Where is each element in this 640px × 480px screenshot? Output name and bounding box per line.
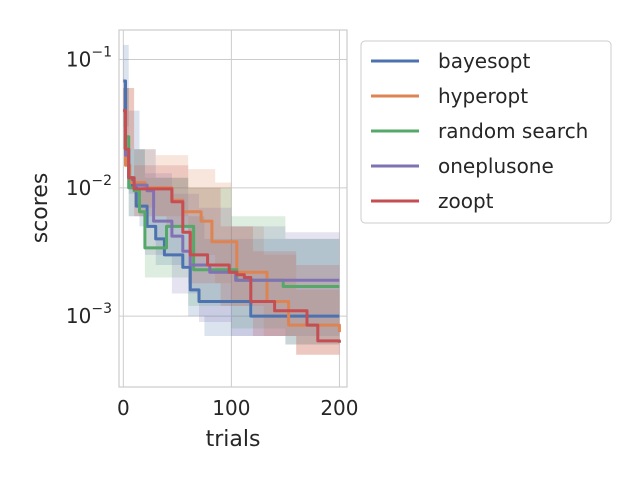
legend-label-zoopt: zoopt	[438, 189, 494, 213]
plot-background	[119, 30, 347, 387]
x-tick-label: 0	[117, 396, 130, 420]
legend: bayesopt hyperopt random search oneplusone z…	[360, 40, 612, 224]
y-tick-label: 10−2	[66, 173, 112, 200]
legend-label-bayesopt: bayesopt	[438, 49, 530, 73]
plot-frame	[118, 29, 348, 388]
y-tick-labels: 10−1 10−2 10−3	[66, 45, 112, 329]
y-tick-label: 10−1	[66, 45, 112, 72]
legend-label-oneplusone: oneplusone	[438, 154, 554, 178]
band-hyperopt	[123, 88, 340, 368]
legend-label-hyperopt: hyperopt	[438, 84, 528, 108]
x-tick-label: 100	[212, 396, 250, 420]
y-axis-label: scores	[28, 173, 53, 244]
band-bayesopt	[123, 44, 340, 355]
y-tick-label: 10−3	[66, 301, 112, 328]
legend-label-random-search: random search	[438, 119, 588, 143]
legend-frame	[360, 40, 612, 224]
x-tick-labels: 0 100 200	[117, 396, 359, 420]
x-tick-label: 200	[320, 396, 358, 420]
series-lines	[123, 79, 341, 343]
line-zoopt	[123, 109, 341, 343]
x-axis-label: trials	[206, 427, 261, 452]
